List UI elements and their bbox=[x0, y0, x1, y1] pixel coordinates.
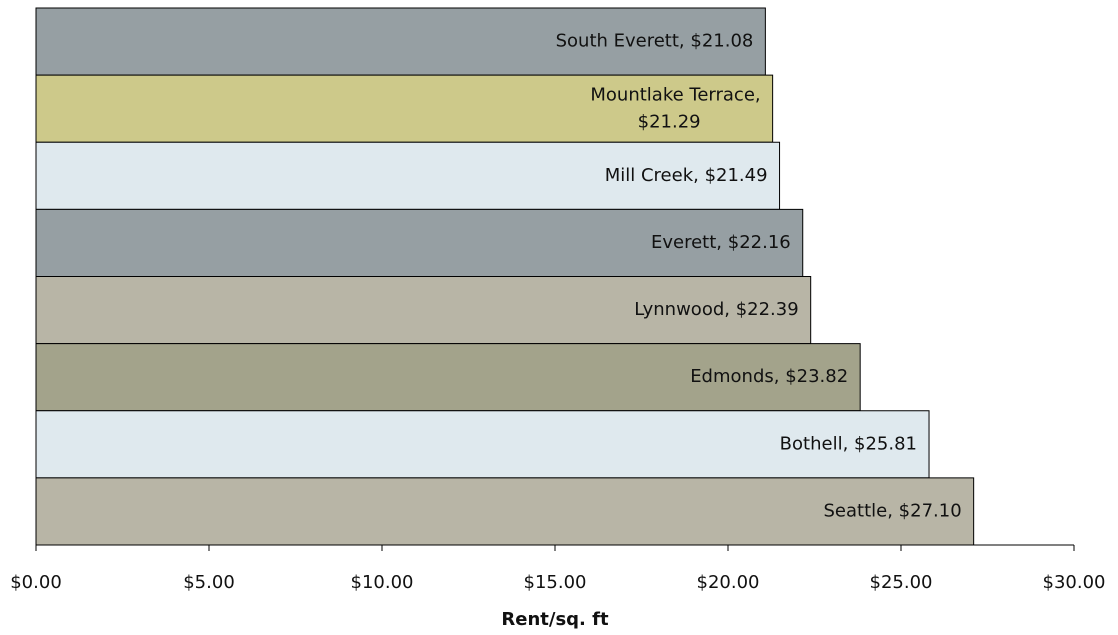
data-label: Lynnwood, $22.39 bbox=[634, 299, 798, 320]
x-tick-label: $30.00 bbox=[1043, 572, 1106, 593]
x-tick-label: $10.00 bbox=[351, 572, 414, 593]
data-label: South Everett, $21.08 bbox=[556, 31, 754, 52]
data-label: Mill Creek, $21.49 bbox=[605, 165, 768, 186]
data-label: Seattle, $27.10 bbox=[824, 500, 962, 521]
bar bbox=[35, 343, 861, 412]
x-axis-title: Rent/sq. ft bbox=[501, 609, 609, 630]
x-tick-label: $0.00 bbox=[10, 572, 62, 593]
data-label: Bothell, $25.81 bbox=[780, 433, 917, 454]
x-tick-label: $5.00 bbox=[183, 572, 235, 593]
data-label: Edmonds, $23.82 bbox=[690, 366, 848, 387]
bar bbox=[35, 7, 766, 76]
bar bbox=[35, 410, 930, 479]
bar bbox=[35, 208, 804, 277]
x-tick-label: $25.00 bbox=[870, 572, 933, 593]
bar bbox=[35, 276, 812, 345]
data-label-line: $21.29 bbox=[638, 112, 701, 133]
data-label: Everett, $22.16 bbox=[651, 232, 791, 253]
x-tick-label: $15.00 bbox=[524, 572, 587, 593]
bar bbox=[35, 74, 774, 143]
data-label-line: Mountlake Terrace, bbox=[590, 85, 760, 106]
data-label: Mountlake Terrace, $21.29 bbox=[590, 85, 760, 133]
x-tick-label: $20.00 bbox=[697, 572, 760, 593]
bar bbox=[35, 141, 781, 210]
